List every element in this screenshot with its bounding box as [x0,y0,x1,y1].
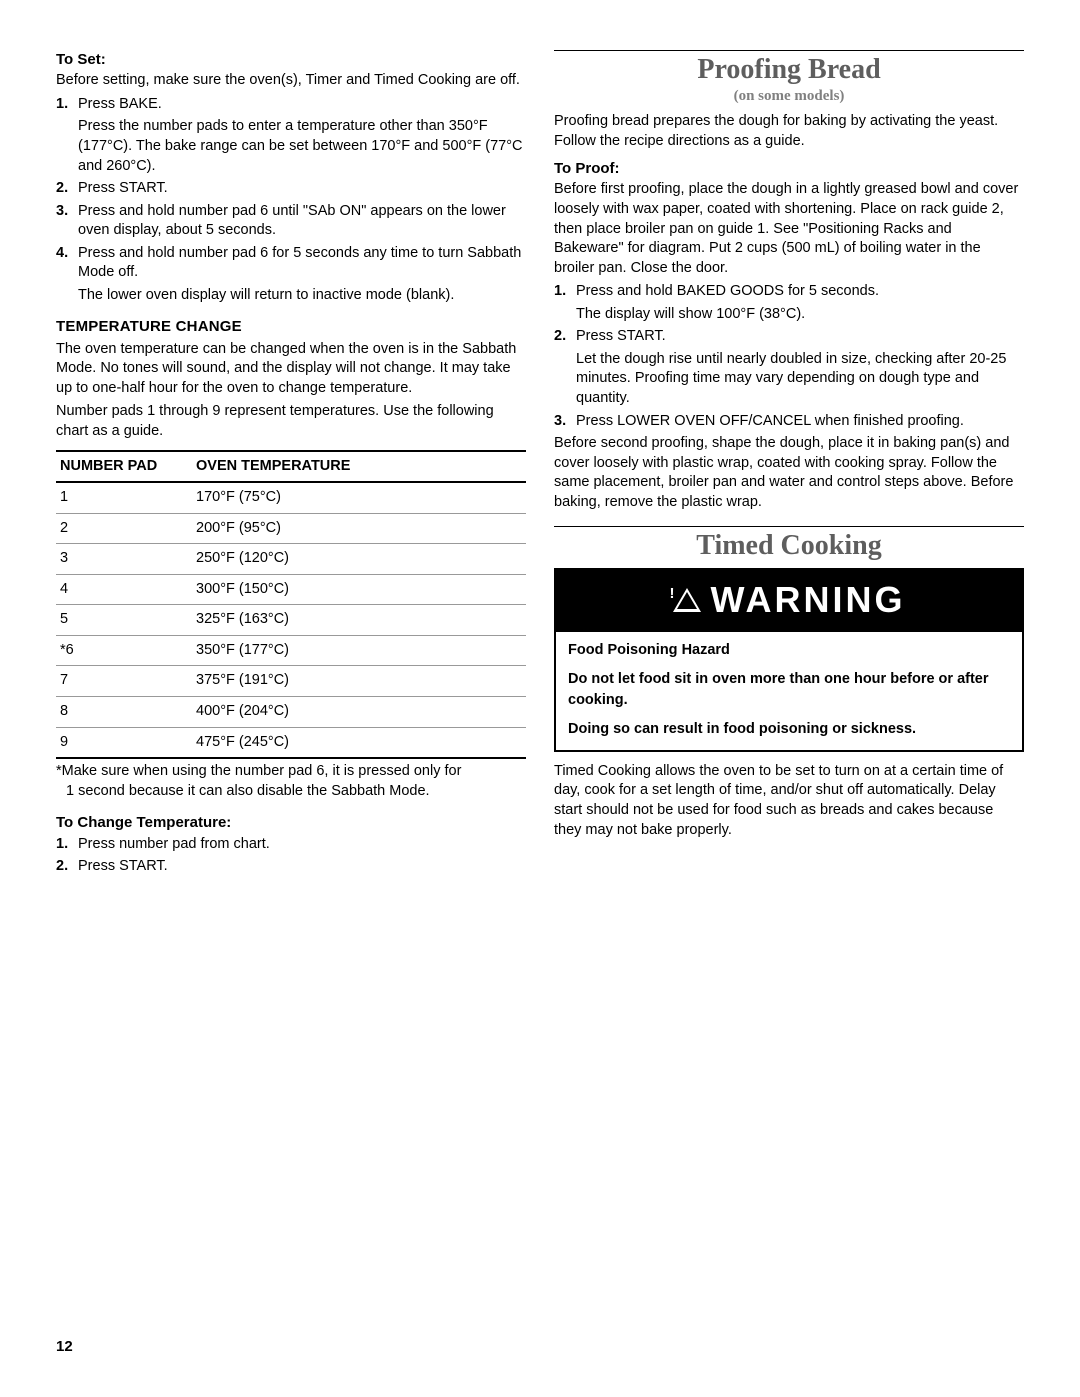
step-text: Press number pad from chart. [78,835,526,855]
table-cell: 170°F (75°C) [196,482,526,513]
table-cell: 400°F (204°C) [196,697,526,728]
temperature-table: NUMBER PAD OVEN TEMPERATURE 1170°F (75°C… [56,450,526,760]
table-footnote: *Make sure when using the number pad 6, … [56,762,526,801]
left-column: To Set: Before setting, make sure the ov… [56,50,526,1397]
warning-triangle-icon: ! [673,576,701,625]
warning-box: ! WARNING Food Poisoning Hazard Do not l… [554,568,1024,752]
step-num: 2. [56,179,78,199]
proofing-bread-title: Proofing Bread [554,55,1024,86]
step-num: 4. [56,244,78,283]
step-text: Press LOWER OVEN OFF/CANCEL when finishe… [576,412,1024,432]
warning-body: Food Poisoning Hazard Do not let food si… [556,632,1022,750]
footnote-line1: *Make sure when using the number pad 6, … [56,763,461,779]
table-cell: 8 [56,697,196,728]
table-cell: 250°F (120°C) [196,544,526,575]
proofing-bread-subtitle: (on some models) [554,86,1024,106]
table-cell: 1 [56,482,196,513]
warning-header-text: WARNING [711,576,906,625]
step-text: Press and hold number pad 6 until "SAb O… [78,202,526,241]
step-text: The display will show 100°F (38°C). [576,305,1024,325]
table-cell: 350°F (177°C) [196,635,526,666]
footnote-line2: 1 second because it can also disable the… [56,783,430,799]
step-text: Press START. [78,857,526,877]
step-num [554,350,576,409]
table-cell: 5 [56,605,196,636]
right-column: Proofing Bread (on some models) Proofing… [554,50,1024,1397]
section-rule [554,526,1024,527]
to-set-intro: Before setting, make sure the oven(s), T… [56,71,526,91]
step-text: Press START. [78,179,526,199]
step-num [554,305,576,325]
step-num [56,117,78,176]
step-num: 1. [56,95,78,115]
step-num: 1. [56,835,78,855]
warning-line2: Do not let food sit in oven more than on… [568,669,1010,711]
timed-cooking-title: Timed Cooking [554,531,1024,562]
temp-change-p2: Number pads 1 through 9 represent temper… [56,402,526,441]
step-text: Press the number pads to enter a tempera… [78,117,526,176]
step-text: Press and hold BAKED GOODS for 5 seconds… [576,282,1024,302]
warning-line3: Doing so can result in food poisoning or… [568,719,1010,740]
table-header: OVEN TEMPERATURE [196,451,526,483]
temp-change-p1: The oven temperature can be changed when… [56,340,526,399]
to-change-temp-steps: 1.Press number pad from chart. 2.Press S… [56,835,526,877]
section-rule [554,50,1024,51]
to-proof-steps: 1.Press and hold BAKED GOODS for 5 secon… [554,282,1024,431]
to-change-temp-heading: To Change Temperature: [56,813,526,833]
step-text: Press and hold number pad 6 for 5 second… [78,244,526,283]
warning-line1: Food Poisoning Hazard [568,640,1010,661]
step-num: 3. [56,202,78,241]
table-cell: 475°F (245°C) [196,727,526,758]
to-set-steps: 1.Press BAKE. Press the number pads to e… [56,95,526,306]
table-cell: 9 [56,727,196,758]
step-text: Press START. [576,327,1024,347]
step-num: 2. [56,857,78,877]
timed-cooking-para: Timed Cooking allows the oven to be set … [554,762,1024,840]
step-num: 2. [554,327,576,347]
table-cell: 325°F (163°C) [196,605,526,636]
step-num: 3. [554,412,576,432]
table-cell: 7 [56,666,196,697]
step-text: Let the dough rise until nearly doubled … [576,350,1024,409]
table-cell: 375°F (191°C) [196,666,526,697]
step-text: Press BAKE. [78,95,526,115]
to-set-heading: To Set: [56,50,526,70]
table-cell: 3 [56,544,196,575]
warning-header: ! WARNING [556,570,1022,632]
table-cell: 200°F (95°C) [196,513,526,544]
step-num [56,286,78,306]
temp-change-heading: TEMPERATURE CHANGE [56,317,526,337]
table-cell: 4 [56,574,196,605]
step-num: 1. [554,282,576,302]
table-cell: 2 [56,513,196,544]
proofing-after: Before second proofing, shape the dough,… [554,434,1024,512]
table-cell: *6 [56,635,196,666]
to-proof-intro: Before first proofing, place the dough i… [554,180,1024,278]
proofing-intro: Proofing bread prepares the dough for ba… [554,112,1024,151]
page-number: 12 [56,1338,73,1355]
table-header: NUMBER PAD [56,451,196,483]
to-proof-heading: To Proof: [554,159,1024,179]
step-text: The lower oven display will return to in… [78,286,526,306]
table-cell: 300°F (150°C) [196,574,526,605]
